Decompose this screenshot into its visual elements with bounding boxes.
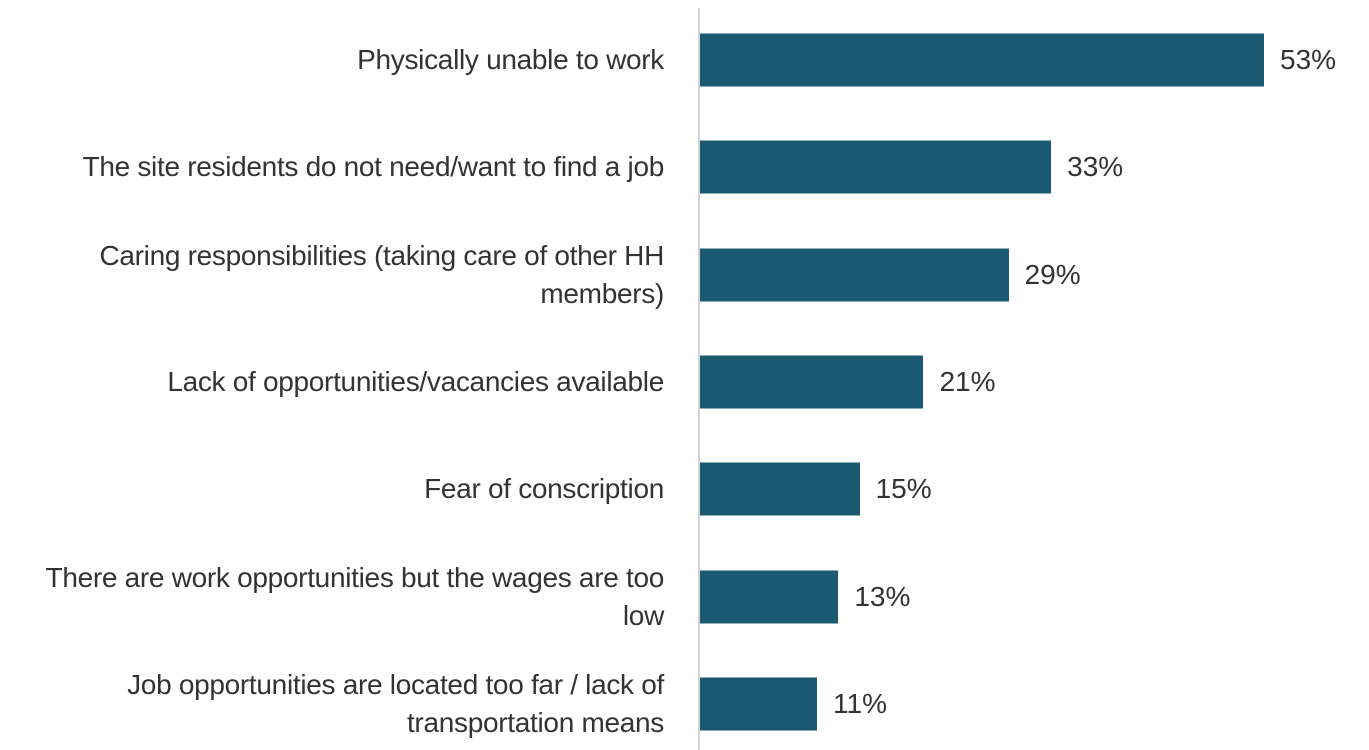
category-label: Lack of opportunities/vacancies availabl… (167, 365, 664, 397)
bar (700, 462, 860, 516)
category-label: Caring responsibilities (taking care of … (99, 239, 664, 309)
value-label: 11% (833, 687, 888, 719)
category-label: Physically unable to work (357, 44, 664, 75)
category-label: The site residents do not need/want to f… (82, 151, 665, 183)
bar (700, 140, 1052, 194)
axis-line (698, 8, 700, 750)
value-label: 13% (854, 580, 911, 612)
value-label: 53% (1280, 44, 1337, 75)
category-label: Fear of conscription (424, 473, 664, 505)
bar (700, 677, 818, 731)
bar (700, 248, 1009, 302)
value-label: 21% (939, 365, 996, 397)
category-label: Job opportunities are located too far / … (127, 668, 664, 738)
category-label: There are work opportunities but the wag… (45, 561, 665, 631)
value-label: 29% (1024, 258, 1081, 290)
bar (700, 33, 1264, 87)
value-label: 15% (875, 473, 932, 505)
bar (700, 355, 924, 409)
value-label: 33% (1067, 151, 1124, 183)
bar (700, 570, 839, 623)
